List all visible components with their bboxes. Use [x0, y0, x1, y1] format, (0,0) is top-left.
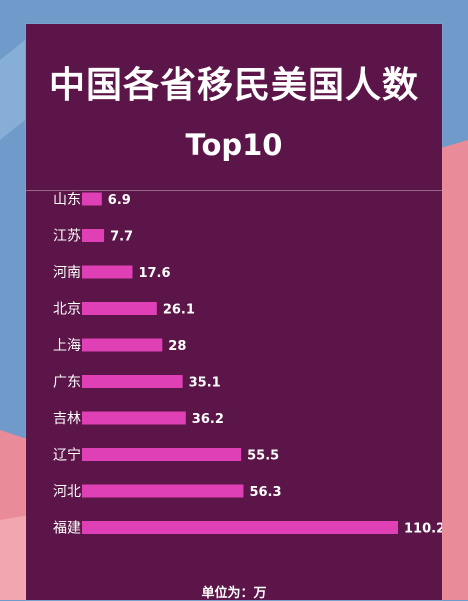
value-label: 28	[168, 339, 186, 354]
bar	[82, 192, 102, 206]
category-label: 广东	[53, 375, 81, 391]
value-label: 56.3	[249, 485, 281, 500]
value-label: 36.2	[192, 412, 224, 427]
category-label: 吉林	[53, 411, 81, 427]
bar	[82, 521, 398, 534]
chart-subtitle: Top10	[185, 128, 283, 162]
category-label: 福建	[53, 521, 81, 537]
bar-chart: 山东 6.9 江苏 7.7 河南 17.6 北京 26.1 上海 28 广东 35.1 吉林 36.2 辽宁…	[53, 192, 442, 537]
category-label: 上海	[53, 338, 81, 354]
bar	[82, 448, 242, 461]
value-label: 55.5	[247, 449, 279, 464]
category-label: 辽宁	[53, 447, 81, 464]
value-label: 6.9	[108, 193, 131, 208]
chart-panel: 中国各省移民美国人数 Top10 山东 6.9 江苏 7.7 河南 17.6 北京 26.1 上…	[26, 24, 442, 601]
bar	[82, 229, 105, 242]
category-label: 山东	[53, 192, 81, 208]
chart-title: 中国各省移民美国人数	[48, 65, 419, 106]
divider	[26, 190, 442, 191]
category-label: 江苏	[53, 229, 81, 245]
category-label: 北京	[53, 302, 81, 318]
value-label: 110.2	[404, 522, 442, 537]
value-label: 17.6	[138, 266, 170, 281]
value-label: 35.1	[189, 376, 221, 391]
category-label: 河北	[53, 484, 81, 500]
category-label: 河南	[53, 265, 81, 281]
bar	[82, 411, 186, 425]
value-label: 26.1	[163, 303, 195, 318]
bar	[82, 265, 133, 279]
bar	[82, 338, 163, 352]
bar	[82, 375, 183, 388]
bar	[82, 302, 157, 315]
unit-label: 单位为：万	[201, 586, 267, 601]
bar	[82, 484, 244, 498]
value-label: 7.7	[110, 230, 133, 245]
